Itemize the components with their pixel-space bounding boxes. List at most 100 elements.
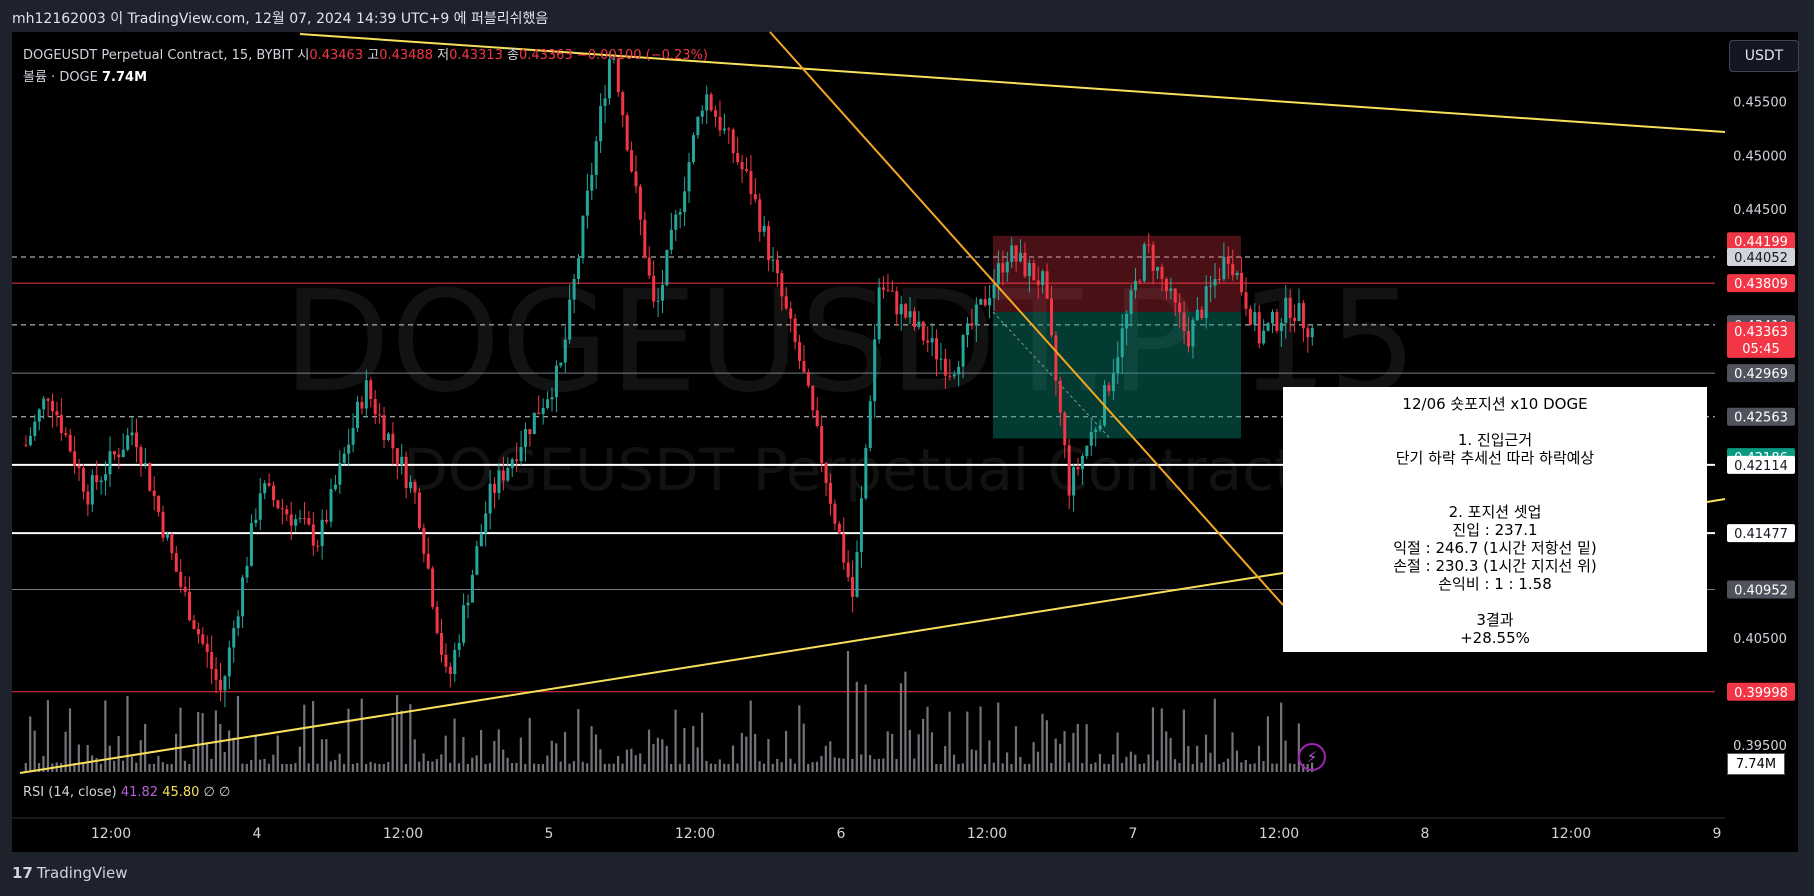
tradingview-brand[interactable]: 17 TradingView (12, 864, 128, 882)
candle-body (970, 323, 974, 326)
trade-note[interactable]: 12/06 숏포지션 x10 DOGE 1. 진입근거 단기 하락 추세선 따라 하… (1283, 387, 1707, 652)
volume-bar (1116, 732, 1119, 772)
low-value: 0.43313 (449, 48, 503, 63)
candle-body (789, 308, 793, 319)
candle-body (1005, 261, 1009, 273)
volume-bar (42, 755, 45, 772)
price-tag-label: 0.41477 (1734, 527, 1788, 542)
candle-body (1142, 244, 1146, 282)
candle-body (828, 482, 832, 504)
volume-bar (944, 746, 947, 772)
volume-bar (528, 718, 531, 772)
candle-body (196, 629, 200, 635)
candle-body (316, 545, 320, 547)
volume-bar (882, 758, 885, 772)
trendlines[interactable] (19, 31, 1726, 774)
candle-body (302, 518, 306, 520)
candle-body (298, 518, 302, 520)
volume-bar (250, 759, 253, 772)
volume-bar (696, 747, 699, 772)
volume-bar (1050, 762, 1053, 772)
candle-body (895, 291, 899, 315)
candle-body (630, 150, 634, 172)
volume-bar (1178, 762, 1181, 772)
volume-bar (1138, 763, 1141, 772)
candle-body (616, 58, 620, 93)
volume-bar (661, 739, 664, 772)
candle-body (258, 493, 262, 520)
volume-bar (917, 734, 920, 772)
candle-body (820, 426, 824, 463)
candle-body (170, 533, 174, 554)
candle-body (594, 141, 598, 175)
volume-bar (1196, 745, 1199, 772)
candle-body (882, 287, 886, 290)
candle-body (996, 263, 1000, 285)
candle-body (409, 481, 413, 488)
candle-body (833, 503, 837, 524)
volume-bar (422, 753, 425, 772)
price-tag-label: 0.43363 (1734, 325, 1788, 340)
candle-body (943, 358, 947, 376)
volume-bar (815, 761, 819, 772)
candle-body (718, 116, 722, 131)
volume-bar (988, 740, 991, 772)
candle-body (1058, 380, 1062, 413)
price-tag-bg (1727, 455, 1795, 474)
candle-body (1120, 328, 1124, 358)
note-line: 3결과 (1476, 611, 1514, 629)
symbol-legend[interactable]: DOGEUSDT Perpetual Contract, 15, BYBIT 시… (23, 44, 708, 63)
candle-body (957, 366, 961, 375)
price-tag-label: 0.42563 (1734, 411, 1788, 426)
volume-bar (73, 763, 76, 772)
candle-body (254, 519, 258, 524)
high-label: 고 (367, 48, 380, 63)
candle-body (1217, 279, 1221, 281)
volume-bar (369, 761, 372, 772)
volume-bar (829, 741, 832, 772)
low-label: 저 (437, 48, 450, 63)
price-tick-label: 0.44500 (1733, 203, 1787, 218)
volume-bar (891, 733, 894, 772)
lightning-icon[interactable]: ⚡ (1298, 743, 1326, 771)
candle-body (912, 311, 916, 328)
rsi-legend[interactable]: RSI (14, close) 41.82 45.80 ∅ ∅ (23, 785, 230, 800)
note-line: 단기 하락 추세선 따라 하락예상 (1395, 449, 1595, 467)
candle-body (568, 299, 572, 340)
volume-bar (718, 759, 721, 772)
volume-legend[interactable]: 볼륨 · DOGE 7.74M (23, 66, 147, 85)
volume-bar (1076, 723, 1079, 772)
currency-button[interactable]: USDT (1729, 40, 1799, 72)
candle-body (1019, 252, 1023, 262)
volume-bar (997, 702, 1000, 772)
volume-bar (351, 763, 354, 772)
candle-body (930, 338, 934, 343)
candle-body (1045, 271, 1049, 299)
volume-bar (121, 760, 125, 772)
candle-body (413, 481, 417, 493)
candle-body (638, 186, 642, 220)
time-tick-label: 8 (1421, 826, 1430, 842)
volume-bar (563, 731, 567, 772)
candle-body (687, 162, 691, 192)
candle-body (68, 434, 72, 452)
volume-bar (267, 763, 271, 772)
candle-body (1080, 456, 1084, 470)
candle-body (983, 299, 987, 306)
tradingview-logo-icon: 17 (12, 864, 33, 882)
volume-axis-tag: 7.74M (1727, 753, 1785, 775)
candle-body (528, 429, 532, 435)
note-line: 손익비 : 1 : 1.58 (1438, 575, 1552, 593)
volume-bar (608, 763, 611, 772)
volume-bar (1032, 742, 1035, 772)
price-tag-bg (1727, 524, 1795, 543)
volume-bar (1271, 763, 1274, 772)
volume-bar (479, 729, 483, 772)
candle-body (1248, 308, 1252, 325)
volume-bar (855, 681, 858, 772)
short-position-tool[interactable] (992, 235, 1241, 439)
candle-body (188, 591, 192, 621)
volume-bar (161, 762, 164, 772)
candle-body (798, 341, 802, 361)
volume-bar (1249, 763, 1252, 772)
